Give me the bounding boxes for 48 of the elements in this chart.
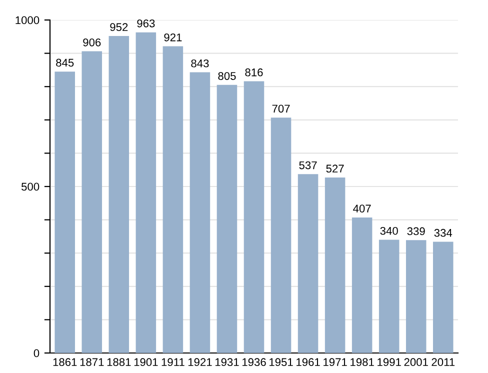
x-tick-label: 1901: [134, 358, 158, 366]
data-label: 527: [326, 164, 344, 173]
bar: [136, 32, 156, 353]
data-label: 963: [137, 19, 155, 28]
x-tick-label: 2011: [432, 358, 455, 366]
bar: [82, 51, 102, 353]
bar: [54, 72, 75, 353]
data-label: 816: [245, 68, 263, 76]
data-label: 334: [434, 228, 452, 237]
x-tick-label: 1881: [107, 358, 131, 366]
x-tick-label: 1871: [80, 358, 104, 366]
bar: [433, 242, 454, 353]
bar: [216, 84, 238, 353]
data-label: 805: [218, 72, 236, 80]
bar: [190, 72, 210, 353]
x-tick-label: 1981: [350, 358, 374, 366]
bar: [298, 174, 318, 353]
bar: [352, 217, 372, 353]
data-label: 845: [56, 58, 74, 67]
x-tick-label: 1951: [270, 358, 293, 366]
data-label: 952: [110, 23, 128, 32]
bar: [378, 240, 400, 353]
data-label: 921: [164, 33, 182, 42]
x-tick-label: 1961: [296, 358, 320, 366]
x-tick-label: 1991: [378, 358, 401, 366]
x-tick-label: 1921: [188, 358, 212, 366]
data-label: 843: [191, 59, 209, 68]
bar: [162, 46, 184, 353]
x-tick-label: 1936: [242, 358, 266, 366]
x-tick-label: 1971: [324, 358, 347, 366]
data-label: 906: [83, 38, 101, 46]
y-tick-label: 0: [34, 349, 40, 358]
x-tick-label: 2001: [404, 358, 428, 366]
y-tick-label: 1000: [16, 16, 40, 24]
data-label: 340: [380, 226, 398, 235]
bar: [108, 36, 130, 353]
x-tick-label: 1931: [215, 358, 239, 366]
data-label: 707: [272, 104, 290, 113]
bar: [270, 118, 292, 353]
bar: [244, 81, 264, 353]
data-label: 339: [407, 227, 425, 236]
x-tick-label: 1861: [53, 358, 77, 366]
bar: [406, 240, 426, 353]
data-label: 537: [299, 161, 317, 170]
y-tick-label: 500: [21, 182, 40, 191]
data-label: 407: [353, 204, 371, 212]
bar: [324, 178, 346, 353]
x-tick-label: 1911: [162, 358, 184, 366]
